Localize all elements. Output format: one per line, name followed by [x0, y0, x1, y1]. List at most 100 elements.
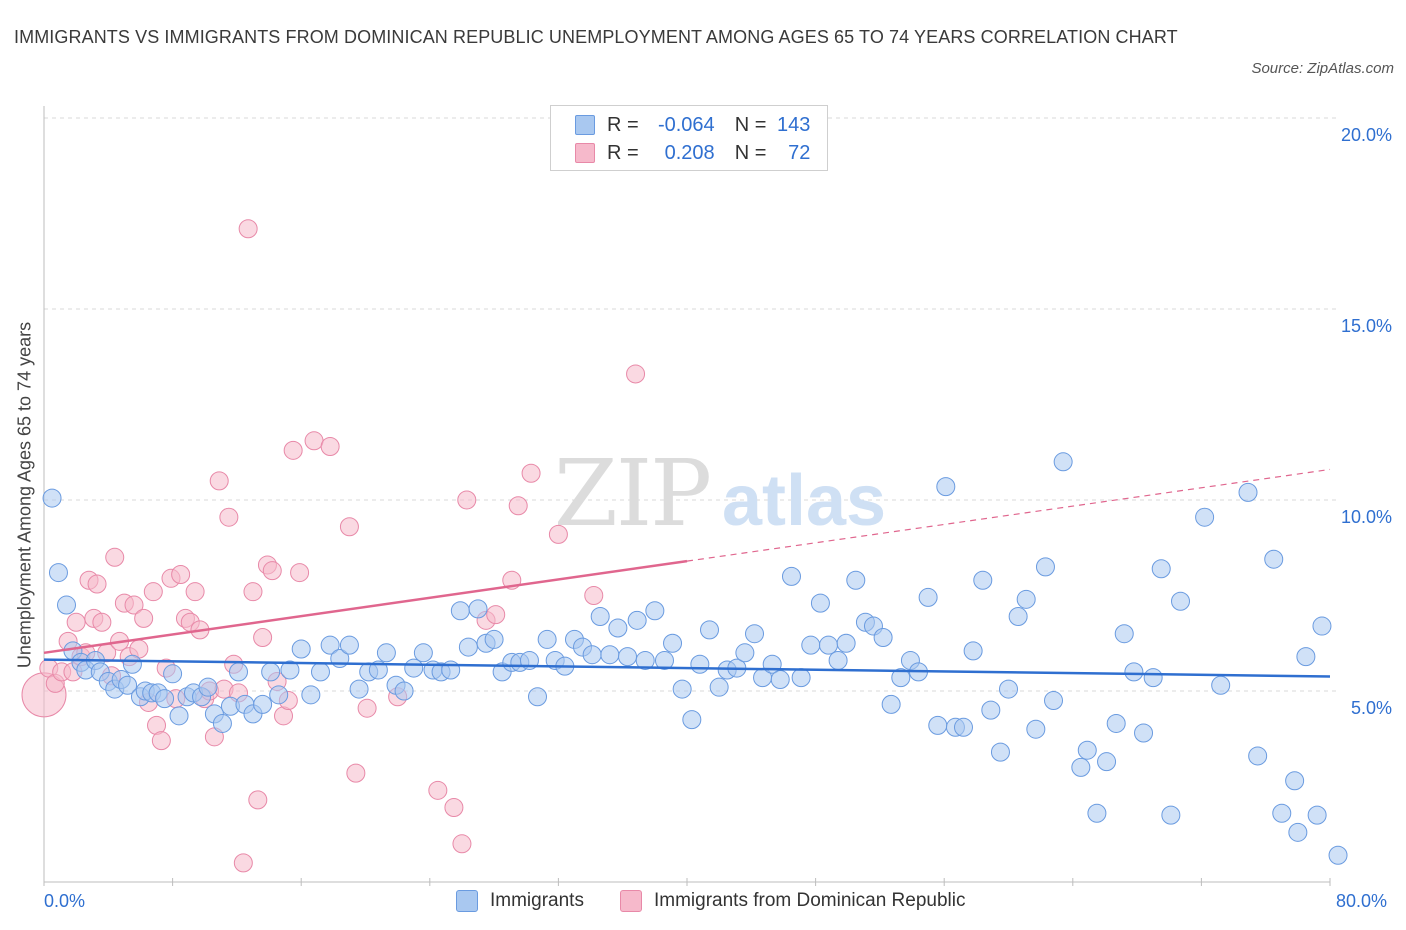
data-point-immigrants	[57, 595, 77, 615]
data-point-immigrants	[339, 635, 359, 655]
source-label: Source: ZipAtlas.com	[1251, 60, 1394, 77]
legend-r-value: 0.208	[664, 141, 715, 164]
series-dominican-points	[21, 219, 646, 873]
legend-n-value: 72	[788, 141, 811, 164]
data-point-immigrants	[1171, 591, 1191, 611]
watermark: ZIP atlas	[554, 440, 886, 547]
data-point-immigrants	[928, 715, 948, 735]
data-point-immigrants	[122, 654, 142, 674]
data-point-immigrants	[608, 618, 628, 638]
data-point-immigrants	[1044, 691, 1064, 711]
data-point-immigrants	[973, 570, 993, 590]
data-point-immigrants	[1026, 719, 1046, 739]
data-point-immigrants	[253, 694, 273, 714]
data-point-immigrants	[891, 668, 911, 688]
data-point-dominican	[134, 608, 154, 628]
legend-row-dominican: R = 0.208 N = 72	[575, 140, 810, 166]
legend-swatch-blue	[575, 115, 595, 135]
data-point-immigrants	[1307, 805, 1327, 825]
data-point-dominican	[357, 698, 377, 718]
legend-item-label: Immigrants from Dominican Republic	[654, 890, 966, 911]
data-point-immigrants	[1008, 607, 1028, 627]
data-point-immigrants	[1143, 668, 1163, 688]
data-point-dominican	[124, 595, 144, 615]
data-point-immigrants	[310, 662, 330, 682]
data-point-immigrants	[1328, 845, 1348, 865]
data-point-dominican	[584, 586, 604, 605]
trend-lines	[43, 468, 1331, 678]
legend-swatch-blue	[456, 890, 478, 912]
data-point-dominican	[248, 790, 268, 810]
data-point-immigrants	[261, 662, 281, 682]
data-point-immigrants	[1285, 771, 1305, 791]
legend-row-immigrants: R = -0.064 N = 143	[575, 112, 810, 138]
data-point-immigrants	[537, 629, 557, 649]
y-tick-label: 20.0%	[1341, 125, 1392, 145]
data-point-immigrants	[349, 679, 369, 699]
legend-swatch-pink	[620, 890, 642, 912]
data-point-dominican	[219, 507, 239, 527]
data-point-immigrants	[709, 677, 729, 697]
legend-n-label: N =	[734, 141, 767, 164]
data-point-immigrants	[155, 689, 175, 709]
data-point-immigrants	[484, 629, 504, 649]
data-point-dominican	[185, 582, 205, 602]
data-point-immigrants	[1106, 713, 1126, 733]
trend-line-immigrants	[43, 658, 1331, 678]
data-point-immigrants	[48, 563, 68, 583]
data-point-dominican	[105, 547, 125, 567]
data-point-dominican	[346, 763, 366, 783]
data-point-dominican	[457, 490, 477, 510]
data-point-immigrants	[873, 628, 893, 648]
data-point-dominican	[320, 437, 340, 457]
y-tick-label: 15.0%	[1341, 316, 1392, 336]
data-point-immigrants	[635, 650, 655, 670]
data-point-dominican	[243, 582, 263, 602]
data-point-immigrants	[1053, 452, 1073, 472]
data-point-dominican	[151, 731, 171, 751]
data-point-dominican	[209, 471, 229, 491]
data-point-immigrants	[1124, 662, 1144, 682]
data-point-immigrants	[169, 706, 189, 726]
data-point-immigrants	[1248, 746, 1268, 766]
data-point-dominican	[143, 582, 163, 602]
data-point-immigrants	[368, 660, 388, 680]
data-point-immigrants	[881, 694, 901, 714]
data-point-dominican	[304, 431, 324, 451]
legend-item-label: Immigrants	[490, 890, 584, 911]
data-point-immigrants	[981, 700, 1001, 720]
data-point-immigrants	[413, 643, 433, 663]
data-point-immigrants	[163, 664, 183, 684]
data-point-immigrants	[468, 599, 488, 619]
data-point-immigrants	[600, 645, 620, 665]
correlation-legend: R = -0.064 N = 143 R = 0.208 N = 72	[550, 105, 828, 171]
legend-r-value: -0.064	[657, 113, 715, 136]
series-legend: Immigrants Immigrants from Dominican Rep…	[0, 890, 1406, 916]
data-point-immigrants	[1288, 822, 1308, 842]
data-point-immigrants	[1272, 803, 1292, 823]
data-point-immigrants	[212, 713, 232, 733]
grid-lines	[44, 117, 1336, 692]
data-point-immigrants	[280, 660, 300, 680]
data-point-immigrants	[450, 601, 470, 621]
data-point-immigrants	[936, 477, 956, 497]
legend-swatch-pink	[575, 143, 595, 163]
data-point-dominican	[486, 605, 506, 625]
data-point-immigrants	[1071, 757, 1091, 777]
data-point-immigrants	[745, 624, 765, 644]
data-point-immigrants	[1238, 482, 1258, 502]
svg-text:ZIP: ZIP	[554, 440, 710, 547]
data-point-immigrants	[1114, 624, 1134, 644]
data-point-immigrants	[394, 681, 414, 701]
data-point-immigrants	[999, 679, 1018, 699]
data-point-dominican	[626, 364, 646, 384]
svg-text:atlas: atlas	[722, 461, 886, 541]
data-point-immigrants	[791, 668, 811, 688]
data-point-immigrants	[836, 633, 856, 653]
data-point-dominican	[508, 496, 528, 516]
legend-r-label: R =	[607, 113, 639, 136]
data-point-dominican	[233, 853, 253, 873]
data-point-immigrants	[1035, 557, 1055, 577]
x-tick-max: 80.0%	[1336, 891, 1388, 911]
data-point-dominican	[171, 564, 191, 584]
